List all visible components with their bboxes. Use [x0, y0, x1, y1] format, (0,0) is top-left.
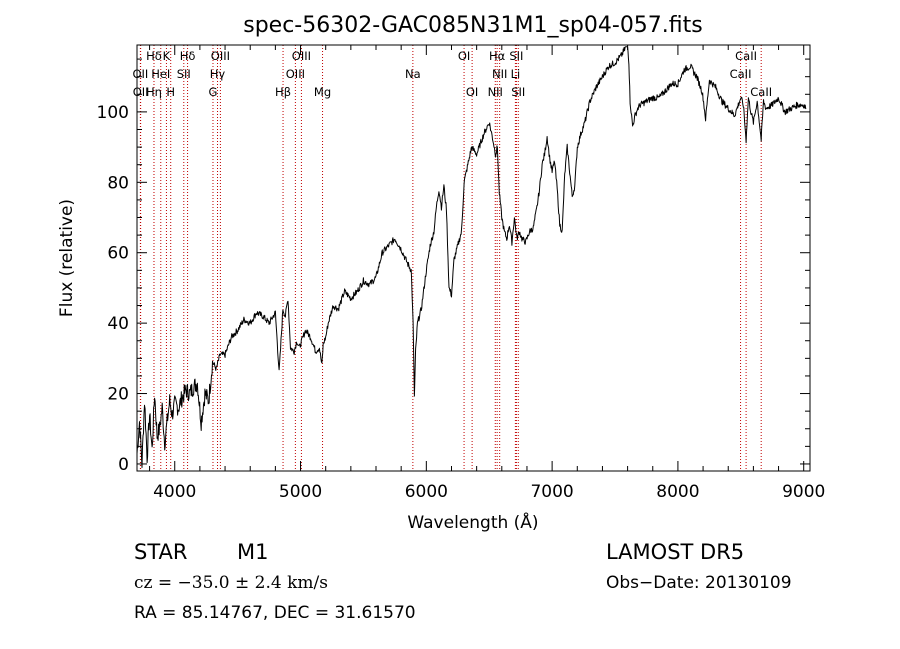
line-marker-label: Hγ [210, 67, 226, 81]
y-tick-label: 60 [107, 244, 129, 264]
line-marker-label: CaII [735, 49, 757, 63]
object-class: STAR [134, 540, 188, 564]
line-marker-label: NII [492, 67, 507, 81]
line-marker-label: H [166, 85, 175, 99]
spectrum-line [136, 46, 807, 468]
y-tick-label: 100 [97, 103, 129, 123]
line-marker-label: Na [405, 67, 421, 81]
y-tick-label: 40 [107, 314, 129, 334]
line-marker-label: OIII [292, 49, 311, 63]
y-tick-label: 20 [107, 385, 129, 405]
y-tick-label: 80 [107, 173, 129, 193]
chart-title: spec-56302-GAC085N31M1_sp04-057.fits [243, 13, 703, 38]
line-marker-label: CaII [750, 85, 772, 99]
line-marker-label: Hα [489, 49, 506, 63]
line-marker-label: Li [511, 67, 521, 81]
line-marker-label: OI [458, 49, 470, 63]
y-axis-ticks: 0 20 40 60 80 100 [97, 58, 810, 475]
line-marker-label: Hβ [275, 85, 291, 99]
y-axis-label: Flux (relative) [57, 199, 77, 317]
emission-line-markers [139, 45, 762, 471]
line-marker-label: SII [509, 49, 523, 63]
radial-velocity: cz = −35.0 ± 2.4 km/s [134, 573, 328, 593]
line-marker-label: Mg [314, 85, 331, 99]
line-marker-label: G [209, 85, 218, 99]
line-marker-label: OIII [211, 49, 230, 63]
x-axis-ticks: 4000 5000 6000 7000 8000 9000 [149, 45, 825, 502]
x-tick-label: 9000 [782, 482, 825, 502]
line-marker-label: Hδ [180, 49, 196, 63]
plot-frame [136, 44, 811, 472]
line-marker-label: Hδ [146, 49, 162, 63]
x-tick-label: 6000 [405, 482, 448, 502]
line-marker-label: NII [488, 85, 503, 99]
line-marker-label: CaII [730, 67, 752, 81]
x-tick-label: 4000 [153, 482, 196, 502]
line-marker-label: OII [132, 67, 148, 81]
observation-date: Obs−Date: 20130109 [606, 573, 792, 593]
sky-coordinates: RA = 85.14767, DEC = 31.61570 [134, 603, 416, 623]
line-marker-label: OIII [286, 67, 305, 81]
line-marker-label: SII [511, 85, 525, 99]
x-axis-label: Wavelength (Å) [407, 511, 538, 533]
line-marker-label: HeI [151, 67, 170, 81]
x-tick-label: 5000 [279, 482, 322, 502]
y-tick-label: 0 [118, 455, 129, 475]
line-marker-label: K [163, 49, 171, 63]
line-marker-label: Hη [146, 85, 162, 99]
x-tick-label: 7000 [530, 482, 573, 502]
x-tick-label: 8000 [656, 482, 699, 502]
survey-name: LAMOST DR5 [606, 540, 745, 564]
line-marker-label: OI [466, 85, 478, 99]
line-marker-label: SII [177, 67, 191, 81]
object-subclass: M1 [237, 540, 269, 564]
